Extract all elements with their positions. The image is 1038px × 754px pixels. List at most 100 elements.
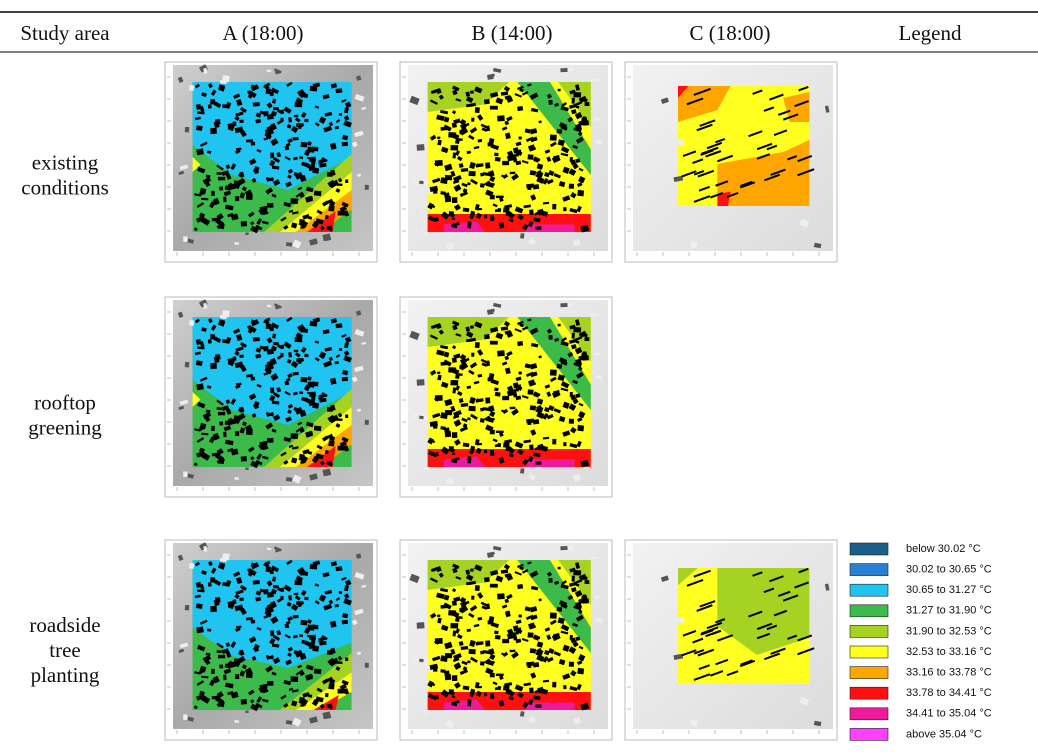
building — [342, 620, 348, 624]
building — [185, 362, 190, 368]
building — [560, 303, 567, 307]
building — [241, 221, 247, 227]
building — [210, 363, 217, 369]
building — [449, 689, 454, 693]
building — [339, 591, 342, 594]
building — [222, 553, 229, 560]
simulation-map — [165, 297, 377, 497]
building — [484, 693, 488, 697]
building — [253, 580, 260, 584]
building — [310, 321, 318, 327]
building — [222, 75, 229, 82]
building — [505, 689, 511, 695]
building — [471, 353, 474, 357]
building — [528, 632, 534, 637]
row-label: rooftop — [34, 391, 96, 415]
building — [196, 148, 204, 155]
legend-label: 33.16 to 33.78 °C — [906, 667, 992, 679]
temperature-zone — [526, 460, 575, 468]
building — [584, 102, 589, 106]
building — [469, 406, 476, 411]
building — [251, 620, 256, 624]
building — [294, 350, 299, 353]
building — [452, 197, 458, 203]
building — [307, 624, 315, 630]
building — [530, 648, 536, 653]
building — [569, 419, 574, 424]
building — [211, 426, 214, 431]
building — [485, 397, 490, 403]
building — [304, 119, 308, 123]
building — [584, 337, 589, 341]
legend-swatch — [850, 564, 888, 576]
building — [294, 115, 299, 118]
building — [557, 129, 563, 134]
building — [245, 710, 249, 713]
building — [262, 208, 267, 211]
building — [267, 203, 273, 208]
building — [589, 79, 598, 81]
legend-swatch — [850, 687, 888, 699]
building — [469, 171, 476, 176]
legend-swatch — [850, 605, 888, 617]
building — [435, 638, 443, 644]
building — [497, 593, 505, 599]
building — [529, 688, 534, 693]
building — [475, 107, 480, 113]
building — [218, 655, 225, 659]
building — [208, 339, 212, 343]
building — [314, 190, 322, 196]
building — [262, 443, 267, 446]
temperature-zone — [526, 225, 575, 233]
building — [470, 568, 474, 571]
building — [440, 412, 447, 419]
building — [552, 682, 556, 688]
building — [467, 701, 471, 707]
simulation-map — [625, 62, 837, 262]
building — [327, 172, 333, 177]
building — [296, 123, 302, 127]
building — [471, 118, 474, 122]
building — [536, 704, 542, 707]
building — [484, 577, 490, 582]
simulation-map — [400, 540, 612, 740]
building — [577, 190, 584, 196]
building — [219, 422, 223, 426]
building — [449, 211, 454, 215]
building — [327, 650, 333, 655]
building — [233, 121, 237, 125]
building — [452, 218, 455, 220]
building — [338, 211, 346, 216]
building — [452, 432, 458, 438]
building — [450, 145, 458, 151]
building — [519, 137, 522, 140]
building — [285, 146, 290, 150]
building — [449, 446, 454, 450]
building — [475, 585, 480, 591]
building — [490, 693, 495, 699]
building — [335, 361, 339, 364]
building — [470, 90, 474, 93]
building — [413, 655, 416, 662]
building — [572, 333, 575, 339]
building — [563, 207, 566, 211]
building — [490, 584, 498, 588]
legend-label: 30.02 to 30.65 °C — [906, 564, 992, 576]
building — [251, 377, 256, 381]
building — [246, 617, 253, 620]
building — [470, 325, 474, 328]
building — [476, 68, 480, 71]
building — [302, 328, 308, 333]
building — [304, 354, 308, 358]
building — [246, 139, 253, 142]
building — [299, 391, 303, 394]
building — [217, 407, 222, 410]
building — [459, 609, 464, 613]
building — [291, 676, 299, 682]
building — [251, 142, 256, 146]
building — [459, 366, 464, 370]
building — [497, 350, 505, 356]
building — [413, 412, 416, 419]
building — [577, 425, 584, 431]
building — [280, 596, 284, 600]
